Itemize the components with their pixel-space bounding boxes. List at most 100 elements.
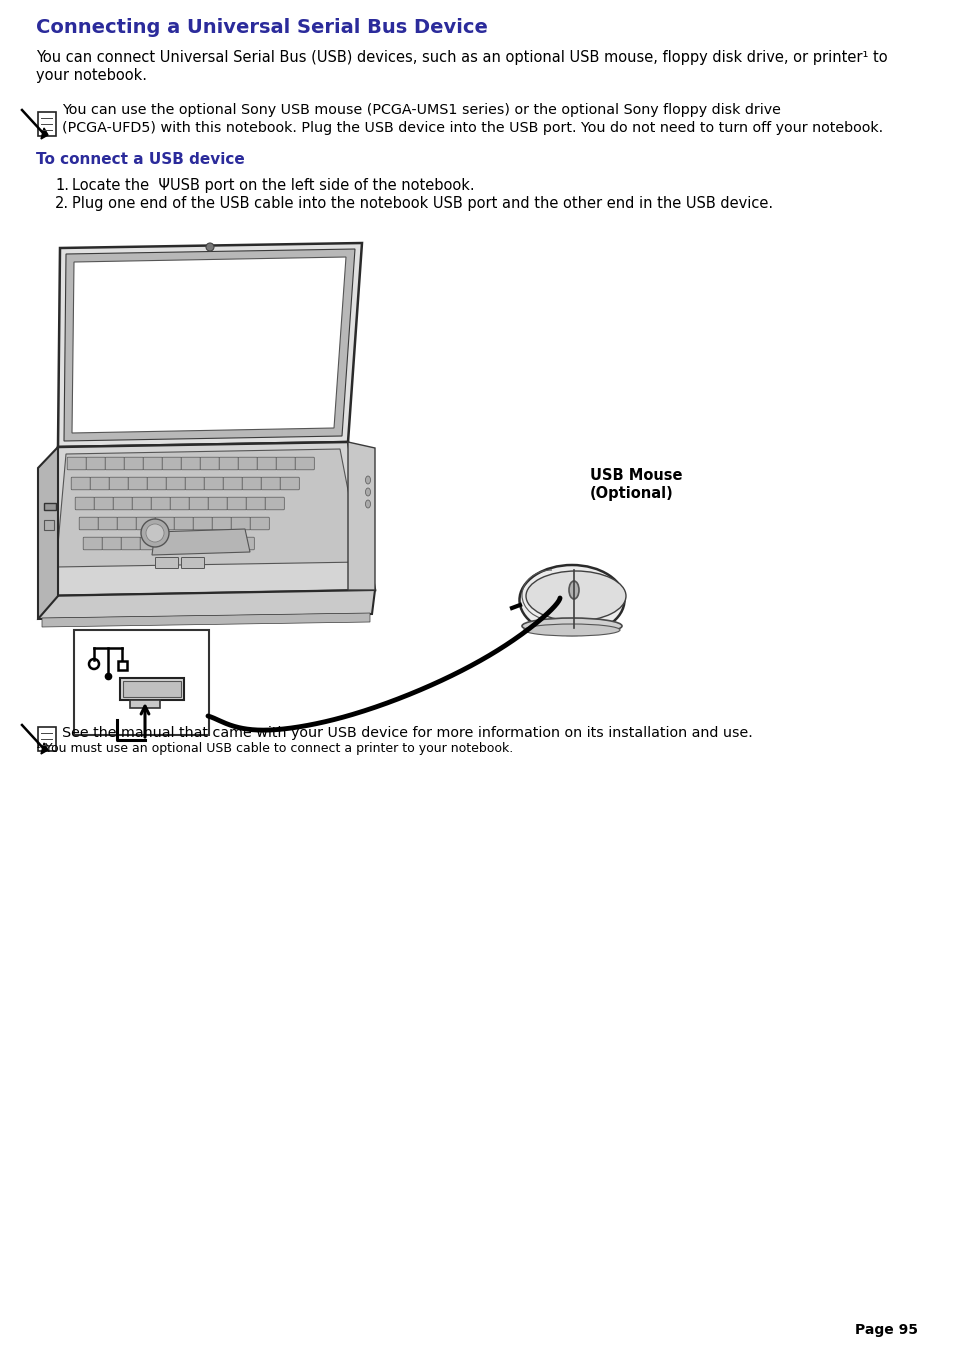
FancyBboxPatch shape xyxy=(257,457,276,470)
FancyBboxPatch shape xyxy=(143,457,162,470)
Polygon shape xyxy=(56,449,361,567)
Bar xyxy=(130,700,160,708)
FancyBboxPatch shape xyxy=(159,538,178,550)
Bar xyxy=(44,503,56,509)
Polygon shape xyxy=(64,249,355,440)
FancyBboxPatch shape xyxy=(147,477,166,490)
Text: 2.: 2. xyxy=(55,196,69,211)
FancyBboxPatch shape xyxy=(91,477,110,490)
Text: Locate the  ΨUSB port on the left side of the notebook.: Locate the ΨUSB port on the left side of… xyxy=(71,178,475,193)
Bar xyxy=(38,112,56,136)
FancyBboxPatch shape xyxy=(140,538,159,550)
FancyBboxPatch shape xyxy=(162,457,181,470)
FancyBboxPatch shape xyxy=(280,477,299,490)
FancyBboxPatch shape xyxy=(155,517,174,530)
Ellipse shape xyxy=(365,476,370,484)
Text: (Optional): (Optional) xyxy=(589,486,673,501)
FancyBboxPatch shape xyxy=(113,497,132,509)
FancyBboxPatch shape xyxy=(223,477,242,490)
Bar xyxy=(38,727,56,751)
FancyBboxPatch shape xyxy=(246,497,265,509)
Text: your notebook.: your notebook. xyxy=(36,68,147,82)
FancyBboxPatch shape xyxy=(193,517,213,530)
Polygon shape xyxy=(38,447,58,619)
Polygon shape xyxy=(348,442,375,590)
Circle shape xyxy=(146,524,164,542)
Polygon shape xyxy=(38,590,375,619)
FancyBboxPatch shape xyxy=(265,497,284,509)
FancyBboxPatch shape xyxy=(71,477,91,490)
Circle shape xyxy=(206,243,213,251)
Text: You can connect Universal Serial Bus (USB) devices, such as an optional USB mous: You can connect Universal Serial Bus (US… xyxy=(36,50,886,65)
FancyBboxPatch shape xyxy=(208,497,227,509)
FancyBboxPatch shape xyxy=(136,517,155,530)
Polygon shape xyxy=(58,243,361,447)
FancyBboxPatch shape xyxy=(128,477,147,490)
FancyBboxPatch shape xyxy=(102,538,121,550)
Bar xyxy=(44,520,54,530)
FancyBboxPatch shape xyxy=(185,477,204,490)
FancyBboxPatch shape xyxy=(67,457,86,470)
FancyBboxPatch shape xyxy=(235,538,254,550)
FancyBboxPatch shape xyxy=(109,477,128,490)
FancyBboxPatch shape xyxy=(117,517,136,530)
Bar xyxy=(118,661,127,670)
FancyBboxPatch shape xyxy=(242,477,261,490)
FancyBboxPatch shape xyxy=(178,538,197,550)
FancyBboxPatch shape xyxy=(79,517,98,530)
FancyBboxPatch shape xyxy=(219,457,238,470)
Text: Plug one end of the USB cable into the notebook USB port and the other end in th: Plug one end of the USB cable into the n… xyxy=(71,196,772,211)
FancyBboxPatch shape xyxy=(75,497,94,509)
FancyBboxPatch shape xyxy=(204,477,223,490)
Polygon shape xyxy=(71,257,346,434)
Ellipse shape xyxy=(519,565,624,635)
Text: (PCGA-UFD5) with this notebook. Plug the USB device into the USB port. You do no: (PCGA-UFD5) with this notebook. Plug the… xyxy=(62,122,882,135)
Text: To connect a USB device: To connect a USB device xyxy=(36,153,245,168)
FancyBboxPatch shape xyxy=(174,517,193,530)
Bar xyxy=(120,678,184,700)
Polygon shape xyxy=(41,128,48,139)
FancyBboxPatch shape xyxy=(83,538,102,550)
FancyBboxPatch shape xyxy=(155,558,178,569)
Bar xyxy=(74,630,209,735)
FancyBboxPatch shape xyxy=(121,538,140,550)
Text: Page 95: Page 95 xyxy=(854,1323,917,1337)
Ellipse shape xyxy=(365,488,370,496)
FancyBboxPatch shape xyxy=(200,457,219,470)
FancyBboxPatch shape xyxy=(227,497,246,509)
Ellipse shape xyxy=(568,581,578,598)
FancyBboxPatch shape xyxy=(294,457,314,470)
Text: USB Mouse: USB Mouse xyxy=(589,467,681,484)
Circle shape xyxy=(141,519,169,547)
FancyBboxPatch shape xyxy=(231,517,250,530)
Ellipse shape xyxy=(525,571,625,621)
Ellipse shape xyxy=(523,624,619,636)
Bar xyxy=(123,681,181,697)
Polygon shape xyxy=(152,530,250,555)
FancyBboxPatch shape xyxy=(132,497,152,509)
Text: See the manual that came with your USB device for more information on its instal: See the manual that came with your USB d… xyxy=(62,725,752,740)
FancyBboxPatch shape xyxy=(189,497,208,509)
FancyBboxPatch shape xyxy=(212,517,231,530)
FancyBboxPatch shape xyxy=(151,497,171,509)
Text: ¹ You must use an optional USB cable to connect a printer to your notebook.: ¹ You must use an optional USB cable to … xyxy=(36,742,513,755)
Text: 1.: 1. xyxy=(55,178,69,193)
FancyBboxPatch shape xyxy=(250,517,269,530)
Ellipse shape xyxy=(521,617,621,634)
FancyBboxPatch shape xyxy=(216,538,235,550)
FancyBboxPatch shape xyxy=(238,457,257,470)
FancyBboxPatch shape xyxy=(261,477,280,490)
Text: Connecting a Universal Serial Bus Device: Connecting a Universal Serial Bus Device xyxy=(36,18,487,36)
Polygon shape xyxy=(42,442,375,596)
FancyBboxPatch shape xyxy=(98,517,117,530)
FancyBboxPatch shape xyxy=(86,457,105,470)
FancyBboxPatch shape xyxy=(94,497,113,509)
FancyBboxPatch shape xyxy=(166,477,185,490)
FancyBboxPatch shape xyxy=(124,457,143,470)
FancyBboxPatch shape xyxy=(197,538,216,550)
FancyBboxPatch shape xyxy=(181,558,204,569)
FancyBboxPatch shape xyxy=(181,457,200,470)
Ellipse shape xyxy=(365,500,370,508)
FancyBboxPatch shape xyxy=(105,457,124,470)
Polygon shape xyxy=(42,613,370,627)
